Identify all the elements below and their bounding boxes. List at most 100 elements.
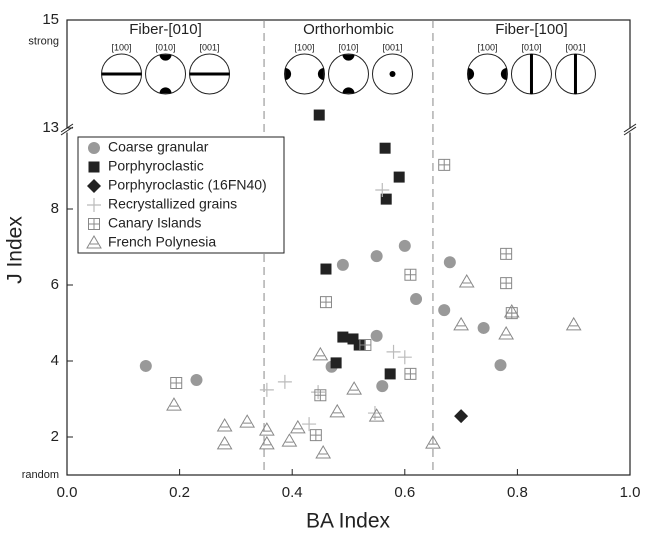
- legend-label: Recrystallized grains: [108, 196, 237, 212]
- pole-figure: [466, 53, 508, 95]
- point: [337, 331, 349, 343]
- y-axis-label: J Index: [4, 216, 27, 284]
- pole-label: [100]: [294, 42, 314, 52]
- y-tick-label: 4: [51, 352, 59, 369]
- point: [454, 409, 469, 424]
- region-label: Fiber-[010]: [129, 21, 202, 38]
- pole-max: [342, 87, 355, 94]
- point: [375, 183, 390, 197]
- point: [498, 326, 515, 340]
- point: [503, 303, 520, 318]
- point: [336, 258, 349, 271]
- point: [565, 316, 582, 331]
- legend-marker: [88, 142, 100, 154]
- point: [281, 433, 298, 447]
- pole-label: [010]: [521, 42, 541, 52]
- point: [346, 381, 363, 395]
- pole-circle: [284, 53, 325, 95]
- legend-label: French Polynesia: [108, 234, 216, 250]
- y-tick-label: 15: [42, 11, 59, 28]
- y-tick-label: strong: [28, 36, 59, 48]
- legend-marker: [86, 235, 102, 249]
- pole-figure: [328, 53, 369, 95]
- pole-label: [010]: [338, 42, 358, 52]
- legend-label: Porphyroclastic: [108, 158, 204, 174]
- point: [315, 444, 332, 459]
- point: [500, 247, 513, 260]
- point: [438, 304, 451, 317]
- pole-max: [285, 68, 292, 80]
- legend-label: Canary Islands: [108, 215, 201, 231]
- point: [384, 368, 396, 380]
- pole-figure: [145, 53, 187, 95]
- x-tick-label: 0.0: [57, 484, 78, 501]
- point: [258, 422, 275, 436]
- x-tick-label: 0.4: [282, 484, 303, 501]
- point: [386, 344, 401, 359]
- point: [376, 380, 389, 393]
- point: [320, 263, 332, 275]
- pole-max: [389, 71, 396, 77]
- pole-label: [100]: [112, 42, 132, 52]
- point: [239, 414, 256, 428]
- point: [312, 346, 329, 361]
- axis-break-mark: [623, 123, 637, 133]
- legend-marker: [88, 218, 100, 230]
- point: [314, 389, 327, 402]
- point: [379, 142, 391, 154]
- point: [393, 171, 405, 183]
- point: [380, 193, 392, 205]
- point: [216, 417, 233, 432]
- pole-label: [010]: [156, 42, 176, 52]
- point: [494, 359, 507, 372]
- point: [139, 359, 152, 372]
- point: [397, 350, 412, 365]
- point: [477, 321, 490, 334]
- point: [277, 374, 292, 389]
- pole-max: [159, 54, 172, 61]
- point: [353, 339, 365, 351]
- pole-circle: [145, 53, 187, 95]
- x-tick-label: 0.6: [394, 484, 415, 501]
- legend-marker: [87, 179, 101, 193]
- point: [368, 408, 385, 422]
- point: [359, 339, 372, 352]
- y-tick-label: 2: [51, 428, 59, 445]
- point: [309, 429, 322, 442]
- point: [347, 333, 359, 345]
- point: [458, 273, 475, 288]
- pole-figure: [284, 53, 325, 95]
- point: [330, 357, 342, 369]
- point: [404, 268, 417, 281]
- y-tick-label: 13: [42, 119, 59, 136]
- pole-figure: [189, 53, 231, 95]
- point: [425, 435, 441, 449]
- x-tick-label: 0.2: [169, 484, 190, 501]
- point: [166, 397, 182, 411]
- point: [443, 256, 456, 269]
- legend-label: Porphyroclastic (16FN40): [108, 177, 267, 193]
- x-axis-label: BA Index: [306, 510, 391, 533]
- pole-max: [342, 54, 355, 61]
- point: [453, 316, 469, 331]
- x-tick-label: 1.0: [620, 484, 641, 501]
- legend-marker: [88, 161, 100, 173]
- point: [190, 374, 203, 386]
- point: [302, 417, 317, 432]
- pole-figure: [101, 53, 143, 95]
- pole-figure: [554, 53, 596, 95]
- pole-circle: [466, 53, 508, 95]
- point: [258, 435, 275, 450]
- point: [500, 277, 513, 290]
- pole-max: [500, 68, 507, 80]
- plot-frame: [66, 19, 631, 476]
- pole-figure: [372, 53, 413, 95]
- pole-label: [100]: [477, 42, 497, 52]
- pole-figure: [510, 53, 552, 95]
- point: [170, 377, 183, 390]
- legend-box: [77, 136, 285, 254]
- point: [370, 329, 383, 342]
- point: [404, 367, 417, 380]
